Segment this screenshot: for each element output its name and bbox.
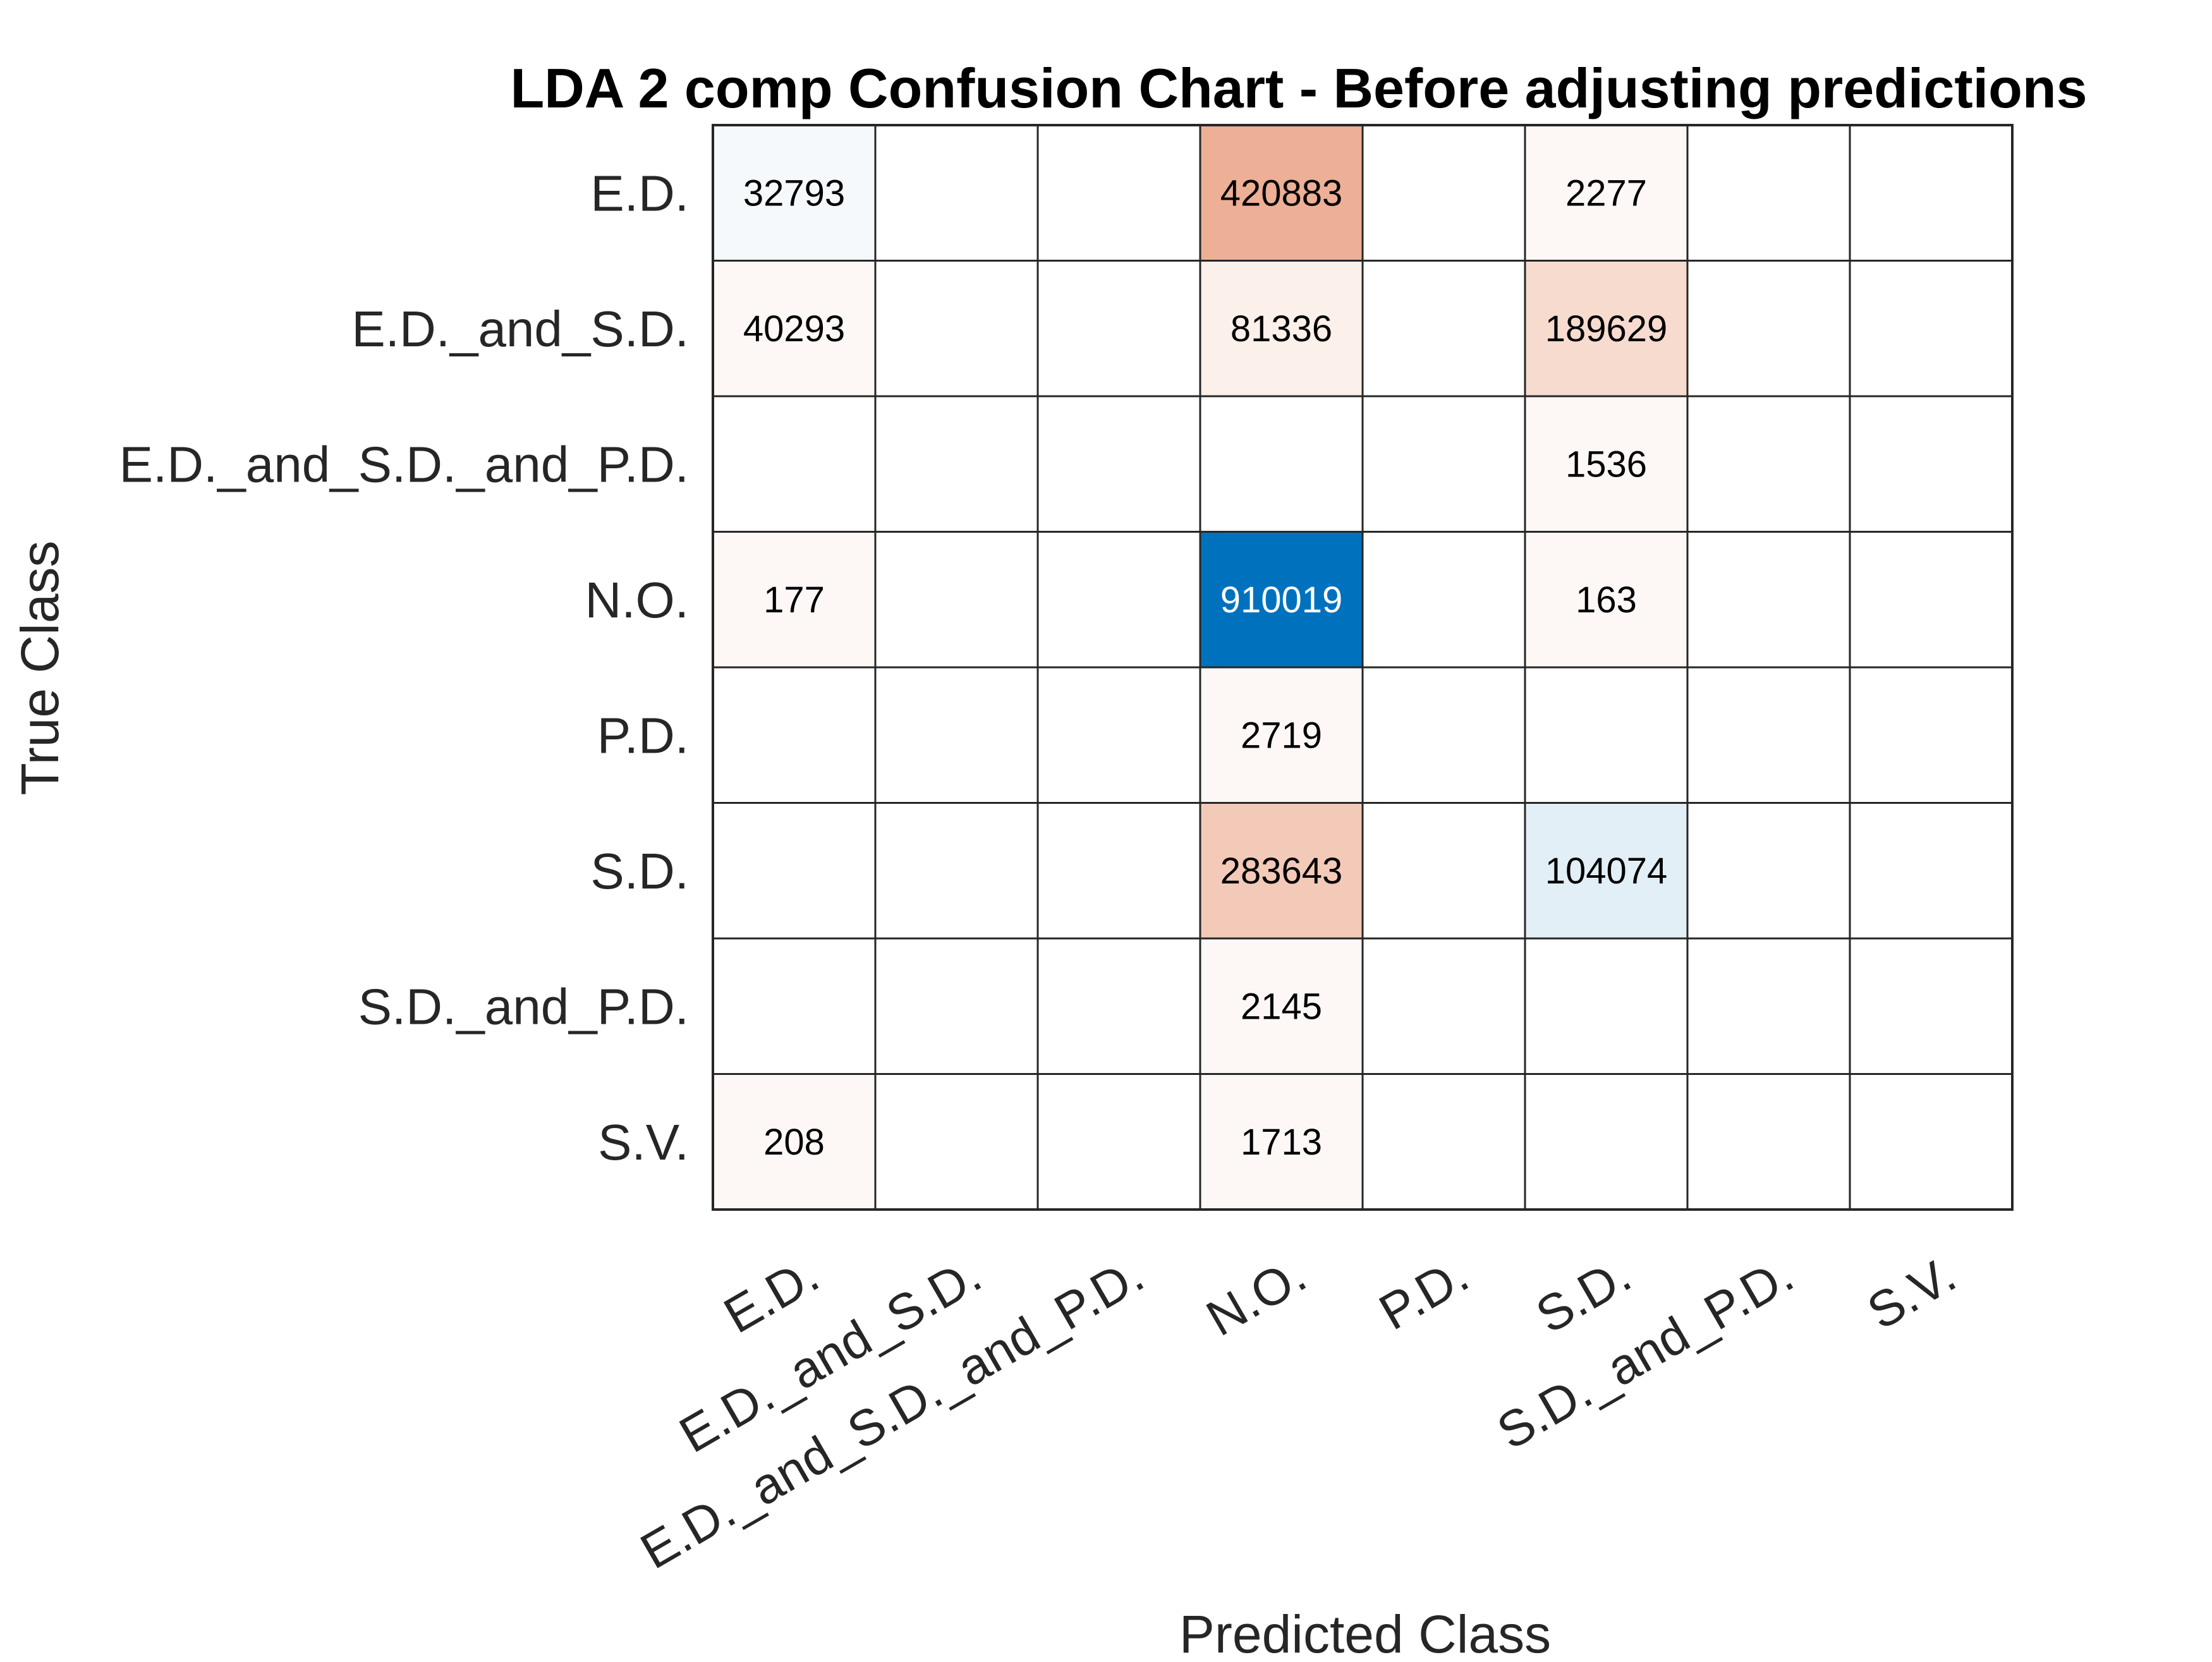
cell-r4-c1 bbox=[874, 666, 1039, 804]
x-tick-n-o: N.O. bbox=[1197, 1246, 1315, 1347]
cell-r2-c2 bbox=[1036, 395, 1201, 533]
cell-r0-c1 bbox=[874, 124, 1039, 262]
cell-r6-c6 bbox=[1686, 937, 1851, 1075]
cell-value-r7-c3: 1713 bbox=[1241, 1122, 1322, 1163]
x-tick-e-d: E.D. bbox=[715, 1246, 828, 1344]
x-axis-label: Predicted Class bbox=[1179, 1604, 1551, 1659]
cell-r7-c4 bbox=[1361, 1073, 1526, 1211]
x-tick-p-d: P.D. bbox=[1370, 1246, 1478, 1341]
y-tick-labels: E.D. E.D._and_S.D. E.D._and_S.D._and_P.D. N… bbox=[119, 165, 689, 1170]
y-tick-e-d: E.D. bbox=[590, 165, 689, 221]
cell-r1-c5 bbox=[1524, 260, 1689, 397]
cell-r2-c6 bbox=[1686, 395, 1851, 533]
cell-r3-c6 bbox=[1686, 531, 1851, 669]
cell-r6-c2 bbox=[1036, 937, 1201, 1075]
x-tick-s-v: S.V. bbox=[1858, 1246, 1965, 1340]
cell-r3-c4 bbox=[1361, 531, 1526, 669]
y-tick-e-d-and-s-d-and-p-d: E.D._and_S.D._and_P.D. bbox=[119, 436, 689, 492]
y-tick-s-v: S.V. bbox=[598, 1114, 689, 1170]
cell-r0-c2 bbox=[1036, 124, 1201, 262]
cell-r1-c7 bbox=[1849, 260, 2014, 397]
cell-r2-c0 bbox=[712, 395, 877, 533]
cell-r5-c3 bbox=[1199, 802, 1364, 940]
y-tick-p-d: P.D. bbox=[597, 707, 689, 763]
cell-r4-c2 bbox=[1036, 666, 1201, 804]
cell-value-r5-c5: 104074 bbox=[1545, 851, 1668, 892]
y-tick-s-d-and-p-d: S.D._and_P.D. bbox=[358, 978, 689, 1034]
cell-r3-c2 bbox=[1036, 531, 1201, 669]
cell-value-r5-c3: 283643 bbox=[1220, 851, 1343, 892]
cell-r5-c7 bbox=[1849, 802, 2014, 940]
cell-r6-c0 bbox=[712, 937, 877, 1075]
cell-r7-c7 bbox=[1849, 1073, 2014, 1211]
cell-r5-c0 bbox=[712, 802, 877, 940]
cell-r2-c4 bbox=[1361, 395, 1526, 533]
cell-r1-c2 bbox=[1036, 260, 1201, 397]
cell-value-r1-c5: 189629 bbox=[1545, 308, 1668, 349]
cell-value-r3-c0: 177 bbox=[763, 579, 825, 621]
y-axis-label: True Class bbox=[10, 541, 70, 796]
cell-r7-c1 bbox=[874, 1073, 1039, 1211]
cell-r6-c5 bbox=[1524, 937, 1689, 1075]
cell-r0-c4 bbox=[1361, 124, 1526, 262]
cell-r6-c3 bbox=[1199, 937, 1364, 1075]
cell-r1-c3 bbox=[1199, 260, 1364, 397]
cell-r1-c6 bbox=[1686, 260, 1851, 397]
cell-r3-c5 bbox=[1524, 531, 1689, 669]
cell-r3-c1 bbox=[874, 531, 1039, 669]
cell-value-r3-c3: 910019 bbox=[1220, 579, 1343, 621]
cells-group: 32793 420883 2277 40293 81336 189629 1536 177 91… bbox=[712, 124, 2014, 1211]
cell-r0-c0 bbox=[712, 124, 877, 262]
cell-r2-c1 bbox=[874, 395, 1039, 533]
cell-r5-c1 bbox=[874, 802, 1039, 940]
cell-r5-c5 bbox=[1524, 802, 1689, 940]
y-tick-n-o: N.O. bbox=[585, 572, 689, 628]
x-tick-s-d: S.D. bbox=[1527, 1246, 1640, 1344]
cell-r4-c5 bbox=[1524, 666, 1689, 804]
cell-r0-c7 bbox=[1849, 124, 2014, 262]
cell-r6-c4 bbox=[1361, 937, 1526, 1075]
cell-r5-c6 bbox=[1686, 802, 1851, 940]
cell-r4-c6 bbox=[1686, 666, 1851, 804]
cell-r2-c7 bbox=[1849, 395, 2014, 533]
cell-value-r1-c0: 40293 bbox=[743, 308, 845, 349]
x-tick-s-d-and-p-d: S.D._and_P.D. bbox=[1488, 1246, 1802, 1460]
cell-value-r0-c5: 2277 bbox=[1565, 173, 1647, 214]
cell-r2-c3 bbox=[1199, 395, 1364, 533]
cell-r5-c4 bbox=[1361, 802, 1526, 940]
cell-r0-c6 bbox=[1686, 124, 1851, 262]
cell-r1-c1 bbox=[874, 260, 1039, 397]
cell-r7-c3 bbox=[1199, 1073, 1364, 1211]
cell-r7-c2 bbox=[1036, 1073, 1201, 1211]
cell-r4-c0 bbox=[712, 666, 877, 804]
cell-r0-c3 bbox=[1199, 124, 1364, 262]
cell-value-r7-c0: 208 bbox=[763, 1122, 825, 1163]
cell-r7-c5 bbox=[1524, 1073, 1689, 1211]
cell-r1-c4 bbox=[1361, 260, 1526, 397]
cell-value-r2-c5: 1536 bbox=[1565, 444, 1647, 485]
y-tick-s-d: S.D. bbox=[590, 843, 689, 899]
cell-value-r6-c3: 2145 bbox=[1241, 986, 1322, 1027]
cell-r6-c7 bbox=[1849, 937, 2014, 1075]
chart-title: LDA 2 comp Confusion Chart - Before adju… bbox=[510, 57, 2087, 119]
y-tick-e-d-and-s-d: E.D._and_S.D. bbox=[351, 301, 689, 357]
cell-r4-c4 bbox=[1361, 666, 1526, 804]
cell-r1-c0 bbox=[712, 260, 877, 397]
cell-value-r4-c3: 2719 bbox=[1241, 715, 1322, 756]
cell-value-r0-c0: 32793 bbox=[743, 173, 845, 214]
cell-value-r3-c5: 163 bbox=[1576, 579, 1637, 621]
cell-r6-c1 bbox=[874, 937, 1039, 1075]
x-tick-labels: E.D.E.D._and_S.D.E.D._and_S.D._and_P.D. N… bbox=[631, 1246, 1965, 1580]
cell-r5-c2 bbox=[1036, 802, 1201, 940]
cell-r7-c6 bbox=[1686, 1073, 1851, 1211]
matrix-frame bbox=[712, 124, 2014, 1211]
cell-value-r0-c3: 420883 bbox=[1220, 173, 1343, 214]
cell-r4-c7 bbox=[1849, 666, 2014, 804]
cell-value-r1-c3: 81336 bbox=[1231, 308, 1332, 349]
cell-r3-c7 bbox=[1849, 531, 2014, 669]
